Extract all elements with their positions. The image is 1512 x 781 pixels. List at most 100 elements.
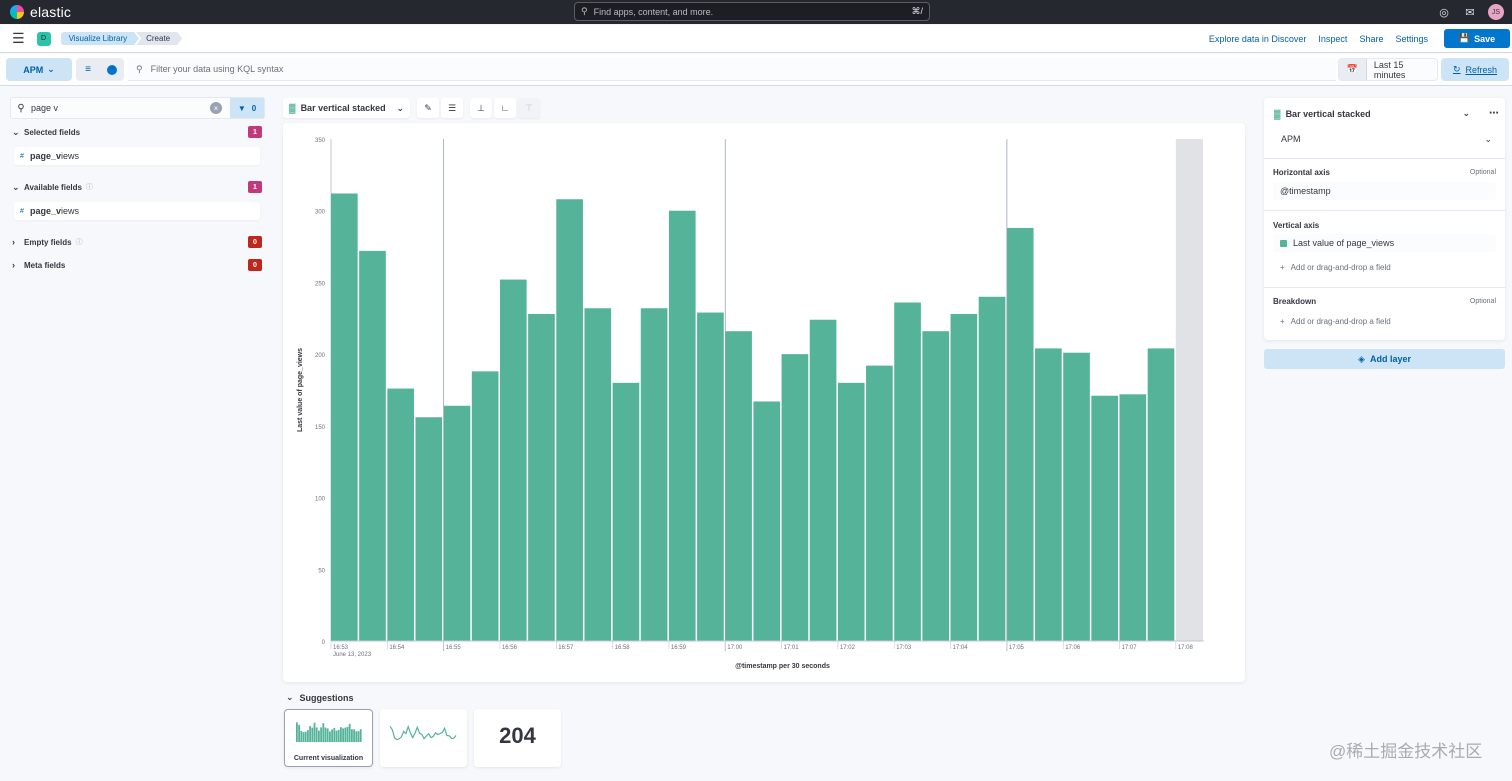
logo-text: elastic: [30, 4, 72, 20]
x-tick-label: 16:54: [389, 645, 405, 651]
empty-fields-group[interactable]: › Empty fields ⓘ 0: [12, 233, 262, 251]
breadcrumb: Visualize Library Create: [61, 32, 183, 45]
field-search-value[interactable]: page v: [31, 103, 59, 113]
more-actions-icon[interactable]: ⋯: [1489, 108, 1499, 119]
explore-discover-link[interactable]: Explore data in Discover: [1208, 33, 1307, 44]
info-icon[interactable]: ⓘ: [85, 184, 93, 191]
thumbnail-bar: [344, 727, 347, 742]
menu-icon[interactable]: ☰: [12, 30, 25, 46]
calendar-icon[interactable]: 📅: [1339, 59, 1367, 80]
field-list-sidebar: ⚲ page v × ▼ 0 ⌄ Selected fields 1 # pag…: [0, 87, 273, 781]
bar: [837, 382, 865, 641]
thumbnail-bar: [320, 727, 322, 742]
field-filter-button[interactable]: ▼ 0: [230, 98, 264, 118]
thumbnail-bar: [335, 730, 338, 742]
bar-chart: 0 50 100 150 200 250 300 350 Last value of page_…: [297, 138, 1204, 670]
bar: [894, 302, 921, 641]
layer-data-view-select[interactable]: APM ⌄: [1274, 130, 1496, 148]
x-tick-label: 17:01: [784, 645, 800, 651]
brush-icon[interactable]: ✎: [417, 98, 439, 118]
add-filter-icon[interactable]: +: [100, 64, 124, 75]
thumbnail-bar: [315, 727, 318, 742]
layers-icon: ◈: [1358, 353, 1365, 364]
help-icon[interactable]: ◎: [1439, 6, 1449, 19]
suggestion-metric[interactable]: 204: [474, 709, 561, 767]
clear-icon[interactable]: ×: [210, 102, 222, 114]
empty-bucket: [1175, 139, 1203, 641]
group-label: Empty fields: [24, 237, 72, 247]
selected-fields-group[interactable]: ⌄ Selected fields 1: [12, 123, 262, 141]
add-vertical-field[interactable]: + Add or drag-and-drop a field: [1280, 263, 1391, 272]
global-search-placeholder: Find apps, content, and more.: [593, 6, 714, 17]
save-button[interactable]: 💾 Save: [1444, 29, 1510, 48]
notifications-icon[interactable]: ✉: [1465, 6, 1475, 19]
field-page-views-available[interactable]: # page_v iews: [14, 202, 260, 220]
thumbnail-bar: [313, 722, 316, 742]
left-axis-icon[interactable]: ⊥: [470, 98, 492, 118]
x-axis-label: @timestamp per 30 seconds: [735, 663, 830, 670]
y-tick-label: 350: [315, 138, 326, 144]
search-icon: ⚲: [17, 102, 25, 114]
vertical-axis-field[interactable]: Last value of page_views: [1273, 234, 1496, 252]
kql-search-input[interactable]: ⚲ Filter your data using KQL syntax: [128, 58, 1336, 81]
field-search-input[interactable]: ⚲ page v × ▼ 0: [10, 97, 265, 119]
info-icon[interactable]: ⓘ: [75, 239, 83, 246]
bar: [668, 210, 696, 641]
bar: [697, 312, 724, 641]
field-page-views-selected[interactable]: # page_v iews: [14, 147, 260, 165]
field-filter-count: 0: [251, 103, 257, 113]
divider: [1264, 158, 1505, 159]
time-range[interactable]: Last 15 minutes: [1373, 59, 1406, 80]
suggestions-toggle[interactable]: ⌄ Suggestions: [286, 692, 354, 703]
breadcrumb-visualize-library[interactable]: Visualize Library: [61, 32, 140, 45]
y-tick-label: 100: [315, 497, 326, 503]
chart-type-label: Bar vertical stacked: [300, 103, 386, 113]
refresh-button[interactable]: ↻ Refresh: [1441, 58, 1509, 81]
count-badge: 0: [248, 259, 262, 271]
user-avatar[interactable]: JS: [1488, 4, 1504, 20]
layer-config-panel: ▓ Bar vertical stacked ⌄ ⋯ APM ⌄ Horizon…: [1264, 98, 1505, 340]
add-breakdown-field[interactable]: + Add or drag-and-drop a field: [1280, 317, 1391, 326]
thumbnail-bar: [307, 730, 309, 742]
available-fields-group[interactable]: ⌄ Available fields ⓘ 1: [12, 178, 262, 196]
share-link[interactable]: Share: [1359, 33, 1384, 44]
thumbnail-bar: [359, 729, 362, 742]
bar: [584, 308, 612, 641]
add-layer-button[interactable]: ◈ Add layer: [1264, 349, 1505, 369]
suggestion-current[interactable]: Current visualization: [284, 709, 373, 767]
thumbnail-bar: [337, 729, 340, 742]
space-avatar[interactable]: D: [36, 31, 51, 46]
layer-chart-type-label: Bar vertical stacked: [1285, 108, 1371, 119]
chart-type-switcher[interactable]: ▓ Bar vertical stacked ⌄: [283, 98, 410, 118]
data-view-label: APM: [23, 64, 44, 75]
bar: [725, 331, 752, 641]
field-name-match: page_v: [30, 151, 62, 161]
bar-chart-icon: ▓: [1274, 108, 1281, 119]
suggestion-line[interactable]: [380, 709, 467, 767]
settings-link[interactable]: Settings: [1395, 33, 1428, 44]
legend-icon[interactable]: ☰: [441, 98, 463, 118]
layer-chart-type[interactable]: ▓ Bar vertical stacked ⌄ ⋯: [1274, 108, 1499, 119]
color-swatch[interactable]: [1280, 239, 1287, 247]
filter-menu-icon[interactable]: ≡: [85, 64, 91, 75]
date-picker[interactable]: 📅 Last 15 minutes: [1338, 58, 1438, 81]
vertical-field-value: Last value of page_views: [1293, 238, 1395, 248]
top-header: elastic ⚲ Find apps, content, and more. …: [0, 0, 1512, 24]
bar: [1006, 227, 1034, 641]
data-view-picker[interactable]: APM ⌄: [6, 58, 72, 81]
right-axis-icon[interactable]: ⊤: [518, 98, 540, 118]
x-tick-label: 16:59: [671, 645, 687, 651]
app-header: ☰ D Visualize Library Create Explore dat…: [0, 25, 1512, 53]
global-search-input[interactable]: ⚲ Find apps, content, and more. ⌘/: [574, 2, 930, 21]
elastic-logo[interactable]: elastic: [10, 4, 71, 20]
filter-buttons: ≡ +: [76, 58, 124, 81]
count-badge: 1: [248, 181, 262, 193]
inspect-link[interactable]: Inspect: [1318, 33, 1348, 44]
meta-fields-group[interactable]: › Meta fields 0: [12, 256, 262, 274]
thumbnail-bar: [311, 727, 314, 742]
chevron-down-icon: ⌄: [12, 181, 20, 192]
chevron-down-icon: ⌄: [1462, 108, 1470, 118]
bottom-axis-icon[interactable]: ∟: [494, 98, 516, 118]
x-tick-label: 16:56: [502, 645, 518, 651]
horizontal-axis-field[interactable]: @timestamp: [1273, 182, 1496, 200]
